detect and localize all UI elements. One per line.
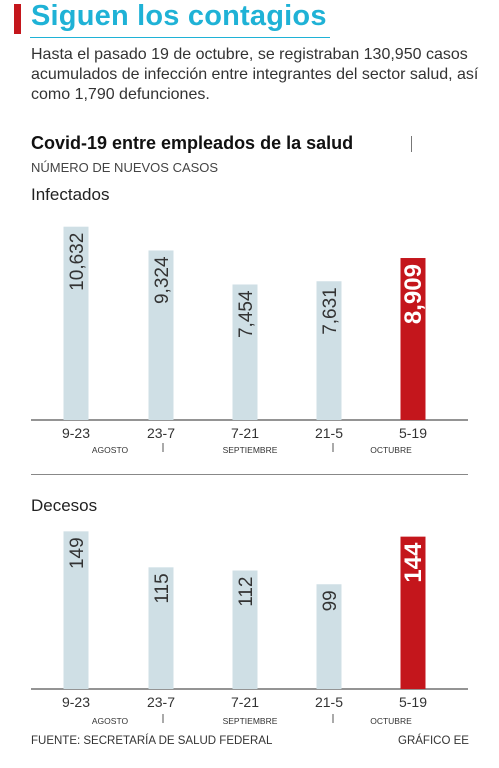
- decesos-bar-1: [148, 567, 174, 689]
- infectados-category-label-4: 5-19: [399, 425, 427, 441]
- infectados-bar-3: [316, 281, 342, 420]
- infectados-month-label-0: AGOSTO: [92, 445, 129, 455]
- infectados-bar-1: [148, 250, 174, 420]
- infectados-bar-0: [63, 226, 89, 420]
- infectados-category-label-0: 9-23: [62, 425, 90, 441]
- infectados-month-label-1: SEPTIEMBRE: [223, 445, 278, 455]
- decesos-panel-title: Decesos: [31, 496, 98, 515]
- infectados-category-label-3: 21-5: [315, 425, 343, 441]
- headline-rule: [30, 37, 330, 38]
- decesos-bar-2: [232, 570, 258, 689]
- source-note: FUENTE: SECRETARÍA DE SALUD FEDERAL: [31, 735, 273, 747]
- graphic-credit: GRÁFICO EE: [398, 735, 469, 747]
- decesos-category-label-4: 5-19: [399, 694, 427, 710]
- infectados-value-label-0: 10,632: [67, 233, 88, 291]
- infectados-bar-4: [400, 258, 426, 420]
- decesos-bar-3: [316, 584, 342, 689]
- decesos-bar-4: [400, 536, 426, 689]
- infectados-bar-2: [232, 284, 258, 420]
- decesos-category-label-3: 21-5: [315, 694, 343, 710]
- decesos-month-label-0: AGOSTO: [92, 716, 129, 726]
- decesos-category-label-0: 9-23: [62, 694, 90, 710]
- infectados-category-label-1: 23-7: [147, 425, 175, 441]
- decesos-category-label-1: 23-7: [147, 694, 175, 710]
- decesos-month-label-1: SEPTIEMBRE: [223, 716, 278, 726]
- chart-title-separator: [411, 136, 412, 152]
- decesos-value-label-1: 115: [152, 573, 173, 603]
- infectados-month-label-2: OCTUBRE: [370, 445, 412, 455]
- decesos-value-label-2: 112: [236, 576, 257, 606]
- decesos-bar-0: [63, 531, 89, 689]
- decesos-category-label-2: 7-21: [231, 694, 259, 710]
- infectados-value-label-4: 8,909: [400, 264, 427, 324]
- panel-divider: [31, 474, 468, 475]
- infectados-value-label-3: 7,631: [320, 287, 341, 335]
- infectados-value-label-2: 7,454: [236, 290, 257, 338]
- headline: Siguen los contagios: [31, 0, 327, 32]
- infectados-value-label-1: 9,324: [152, 256, 173, 304]
- infectados-category-label-2: 7-21: [231, 425, 259, 441]
- chart-subtitle: NÚMERO DE NUEVOS CASOS: [31, 160, 219, 175]
- infectados-panel-title: Infectados: [31, 185, 110, 204]
- decesos-value-label-4: 144: [400, 542, 427, 583]
- decesos-value-label-3: 99: [320, 590, 341, 611]
- intro-text: Hasta el pasado 19 de octubre, se regist…: [31, 46, 479, 103]
- headline-marker: [14, 4, 21, 34]
- decesos-month-label-2: OCTUBRE: [370, 716, 412, 726]
- decesos-value-label-0: 149: [67, 537, 88, 569]
- chart-title: Covid-19 entre empleados de la salud: [31, 133, 354, 153]
